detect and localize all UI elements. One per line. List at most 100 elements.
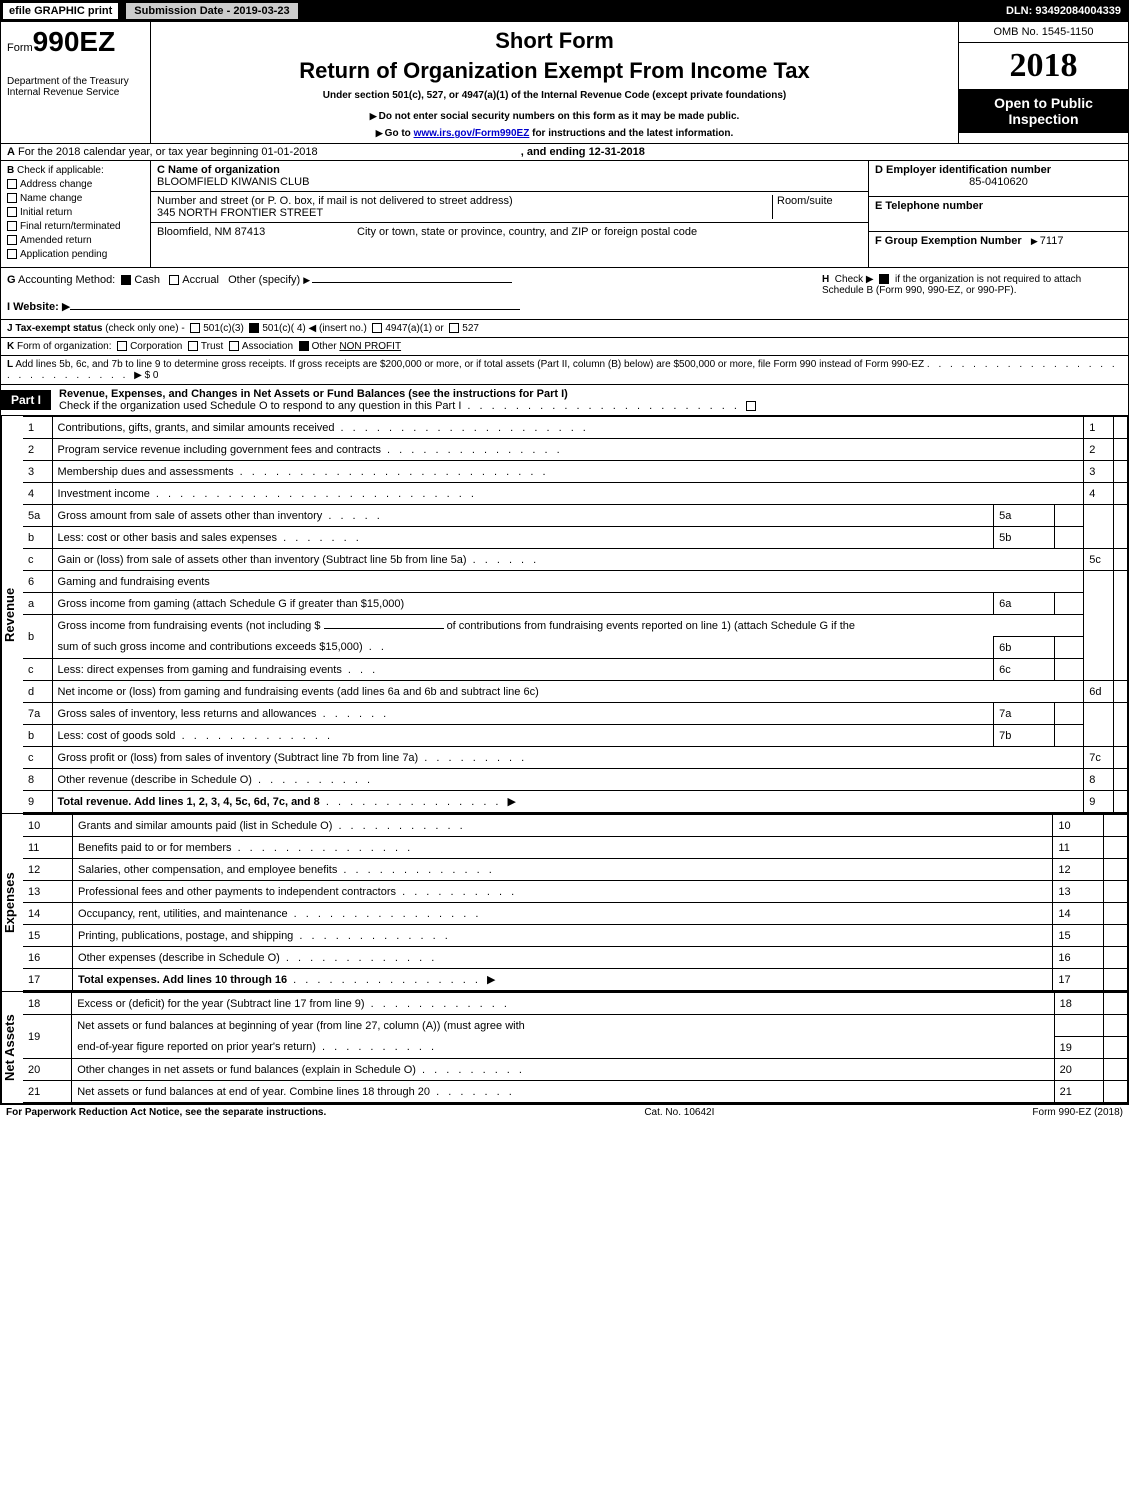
f-label: F Group Exemption Number [875, 235, 1022, 247]
cash-label: Cash [134, 274, 160, 286]
final-return-label: Final return/terminated [20, 221, 121, 232]
fundraising-amount-field[interactable] [324, 628, 444, 629]
address-change-checkbox[interactable] [7, 179, 17, 189]
goto-suffix: for instructions and the latest informat… [529, 128, 733, 139]
other-specify-field[interactable] [312, 282, 512, 283]
accounting-method-label: Accounting Method: [18, 274, 115, 286]
paperwork-notice: For Paperwork Reduction Act Notice, see … [6, 1107, 326, 1118]
other-checkbox[interactable] [299, 341, 309, 351]
h-section: H Check ▶ if the organization is not req… [822, 274, 1122, 313]
line-11: 11 Benefits paid to or for members . . .… [23, 837, 1128, 859]
final-return-checkbox[interactable] [7, 221, 17, 231]
k-text: Form of organization: [17, 341, 112, 352]
line-7a: 7a Gross sales of inventory, less return… [23, 703, 1128, 725]
col-def: D Employer identification number 85-0410… [868, 161, 1128, 267]
501c4-checkbox[interactable] [249, 323, 259, 333]
501c3-checkbox[interactable] [190, 323, 200, 333]
org-name: BLOOMFIELD KIWANIS CLUB [157, 176, 862, 188]
4947-checkbox[interactable] [372, 323, 382, 333]
name-change-checkbox[interactable] [7, 193, 17, 203]
irs-label: Internal Revenue Service [7, 87, 144, 98]
top-bar: efile GRAPHIC print Submission Date - 20… [0, 0, 1129, 22]
501c3-label: 501(c)(3) [203, 323, 244, 334]
line-10: 10 Grants and similar amounts paid (list… [23, 815, 1128, 837]
amended-return-label: Amended return [20, 235, 92, 246]
a-label: A [7, 146, 15, 158]
city-label: City or town, state or province, country… [337, 226, 862, 238]
line-19a: 19 Net assets or fund balances at beginn… [23, 1015, 1128, 1037]
line-6: 6 Gaming and fundraising events [23, 571, 1128, 593]
accrual-label: Accrual [182, 274, 219, 286]
goto-link[interactable]: www.irs.gov/Form990EZ [414, 128, 530, 139]
application-pending-checkbox[interactable] [7, 249, 17, 259]
assoc-label: Association [242, 341, 293, 352]
line-20: 20 Other changes in net assets or fund b… [23, 1059, 1128, 1081]
efile-button[interactable]: efile GRAPHIC print [2, 2, 119, 20]
form-header: Form990EZ Department of the Treasury Int… [0, 22, 1129, 144]
net-assets-side-label: Net Assets [1, 992, 23, 1103]
corp-label: Corporation [130, 341, 182, 352]
g-label: G [7, 274, 16, 286]
line-15: 15 Printing, publications, postage, and … [23, 925, 1128, 947]
header-center: Short Form Return of Organization Exempt… [151, 22, 958, 143]
part1-schedule-o-checkbox[interactable] [746, 401, 756, 411]
line-17: 17 Total expenses. Add lines 10 through … [23, 969, 1128, 991]
addr-label: Number and street (or P. O. box, if mail… [157, 195, 772, 207]
dln-label: DLN: 93492084004339 [1006, 5, 1129, 17]
under-section: Under section 501(c), 527, or 4947(a)(1)… [159, 90, 950, 101]
row-ghi: G Accounting Method: Cash Accrual Other … [0, 268, 1129, 320]
header-right: OMB No. 1545-1150 2018 Open to Public In… [958, 22, 1128, 143]
part1-title: Revenue, Expenses, and Changes in Net As… [51, 385, 1128, 415]
d-label: D Employer identification number [875, 164, 1122, 176]
line-6c: c Less: direct expenses from gaming and … [23, 659, 1128, 681]
room-suite-label: Room/suite [772, 195, 862, 219]
form-ref: Form 990-EZ (2018) [1032, 1107, 1123, 1118]
short-form-title: Short Form [159, 28, 950, 54]
trust-checkbox[interactable] [188, 341, 198, 351]
street-address: 345 NORTH FRONTIER STREET [157, 207, 772, 219]
city-state-zip: Bloomfield, NM 87413 [157, 226, 337, 238]
j-label: J Tax-exempt status [7, 323, 102, 334]
assoc-checkbox[interactable] [229, 341, 239, 351]
l-label: L [7, 359, 13, 370]
application-pending-label: Application pending [20, 249, 107, 260]
line-12: 12 Salaries, other compensation, and emp… [23, 859, 1128, 881]
submission-date: Submission Date - 2019-03-23 [125, 2, 298, 20]
line-5c: c Gain or (loss) from sale of assets oth… [23, 549, 1128, 571]
row-j: J Tax-exempt status (check only one) - 5… [0, 320, 1129, 338]
cash-checkbox[interactable] [121, 275, 131, 285]
line-5a: 5a Gross amount from sale of assets othe… [23, 505, 1128, 527]
527-checkbox[interactable] [449, 323, 459, 333]
e-label: E Telephone number [875, 200, 1122, 212]
initial-return-label: Initial return [20, 207, 72, 218]
other-org-value: NON PROFIT [339, 341, 401, 352]
line-6d: d Net income or (loss) from gaming and f… [23, 681, 1128, 703]
line-9: 9 Total revenue. Add lines 1, 2, 3, 4, 5… [23, 791, 1128, 813]
corp-checkbox[interactable] [117, 341, 127, 351]
line-6b-1: b Gross income from fundraising events (… [23, 615, 1128, 637]
j-text: (check only one) - [105, 323, 184, 334]
omb-number: OMB No. 1545-1150 [959, 22, 1128, 43]
accrual-checkbox[interactable] [169, 275, 179, 285]
amended-return-checkbox[interactable] [7, 235, 17, 245]
h-check-text: Check ▶ [835, 274, 874, 285]
website-arrow: ▶ [62, 301, 70, 313]
line-7c: c Gross profit or (loss) from sales of i… [23, 747, 1128, 769]
line-5b: b Less: cost or other basis and sales ex… [23, 527, 1128, 549]
website-field[interactable] [70, 309, 520, 310]
trust-label: Trust [201, 341, 223, 352]
form-prefix: Form [7, 42, 33, 54]
line-13: 13 Professional fees and other payments … [23, 881, 1128, 903]
k-label: K [7, 341, 14, 352]
goto-prefix: Go to [385, 128, 414, 139]
initial-return-checkbox[interactable] [7, 207, 17, 217]
h-checkbox[interactable] [879, 274, 889, 284]
goto-link-row: Go to www.irs.gov/Form990EZ for instruct… [159, 128, 950, 139]
col-b: B Check if applicable: Address change Na… [1, 161, 151, 267]
check-if-applicable: Check if applicable: [17, 165, 104, 176]
col-c: C Name of organization BLOOMFIELD KIWANI… [151, 161, 868, 267]
l-text: Add lines 5b, 6c, and 7b to line 9 to de… [15, 359, 924, 370]
revenue-side-label: Revenue [1, 416, 23, 813]
line-14: 14 Occupancy, rent, utilities, and maint… [23, 903, 1128, 925]
a-text: For the 2018 calendar year, or tax year … [18, 146, 318, 158]
